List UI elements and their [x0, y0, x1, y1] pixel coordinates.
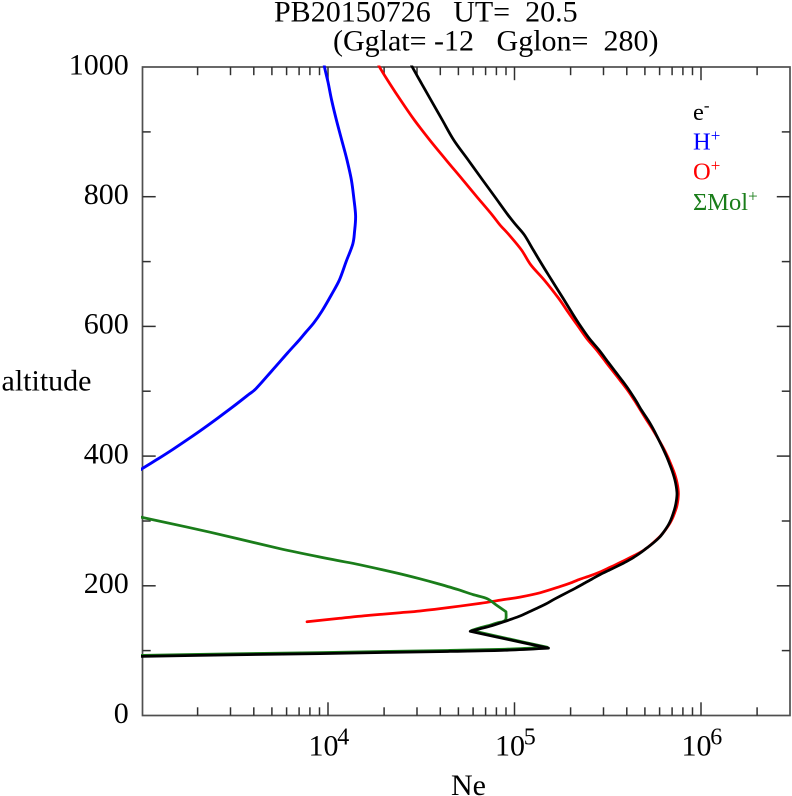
svg-text:10: 10	[682, 730, 712, 763]
svg-text:200: 200	[84, 567, 129, 600]
svg-text:600: 600	[84, 308, 129, 341]
svg-text:400: 400	[84, 437, 129, 470]
svg-text:altitude: altitude	[2, 365, 92, 398]
svg-text:O+: O+	[693, 156, 720, 186]
svg-text:1000: 1000	[69, 48, 129, 81]
svg-text:0: 0	[114, 697, 129, 730]
svg-text:e-: e-	[693, 96, 710, 126]
svg-text:Ne: Ne	[451, 769, 486, 796]
svg-text:H+: H+	[693, 126, 720, 156]
svg-text:6: 6	[710, 725, 722, 751]
svg-text:10: 10	[309, 730, 339, 763]
svg-text:(Gglat= -12 Gglon= 280): (Gglat= -12 Gglon= 280)	[333, 25, 658, 58]
svg-text:5: 5	[524, 725, 536, 751]
svg-text:ΣMol+: ΣMol+	[693, 187, 758, 217]
svg-text:800: 800	[84, 178, 129, 211]
svg-text:4: 4	[337, 725, 349, 751]
svg-text:10: 10	[495, 730, 525, 763]
svg-text:PB20150726 UT= 20.5: PB20150726 UT= 20.5	[274, 0, 578, 29]
